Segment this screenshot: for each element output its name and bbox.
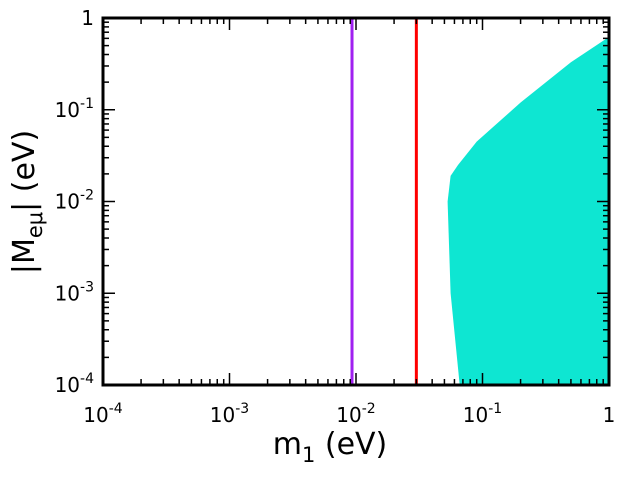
x-axis-label-main: m <box>273 427 302 462</box>
y-axis-label-unit: | (eV) <box>7 130 42 212</box>
y-tick-label: 10-1 <box>55 96 94 122</box>
y-axis-label: |Meμ| (eV) <box>7 130 47 274</box>
x-tick-label: 10-4 <box>83 401 123 427</box>
y-tick-label: 10-3 <box>55 279 94 305</box>
y-tick-label: 10-2 <box>55 188 94 214</box>
vertical-lines-layer <box>350 18 418 385</box>
x-axis-label-unit: (eV) <box>315 427 387 462</box>
x-tick-label: 10-1 <box>463 401 502 427</box>
scatter-region-layer <box>447 38 609 386</box>
y-axis-label-main: |M <box>7 238 42 274</box>
y-axis-label-sub: eμ <box>23 212 47 238</box>
x-axis-label-sub: 1 <box>302 443 315 467</box>
x-tick-label: 10-3 <box>210 401 249 427</box>
plot-frame <box>101 16 611 387</box>
x-tick-label: 10-2 <box>336 401 375 427</box>
y-tick-label: 1 <box>81 6 94 30</box>
scatter-region <box>447 38 609 386</box>
x-axis-label: m1 (eV) <box>273 427 388 467</box>
tick-labels-layer: 10-4 10-3 10-2 10-1 1 10-4 10-3 10-2 10-1 1 <box>55 6 616 427</box>
x-tick-label: 1 <box>603 403 616 427</box>
y-tick-label: 10-4 <box>55 371 95 397</box>
